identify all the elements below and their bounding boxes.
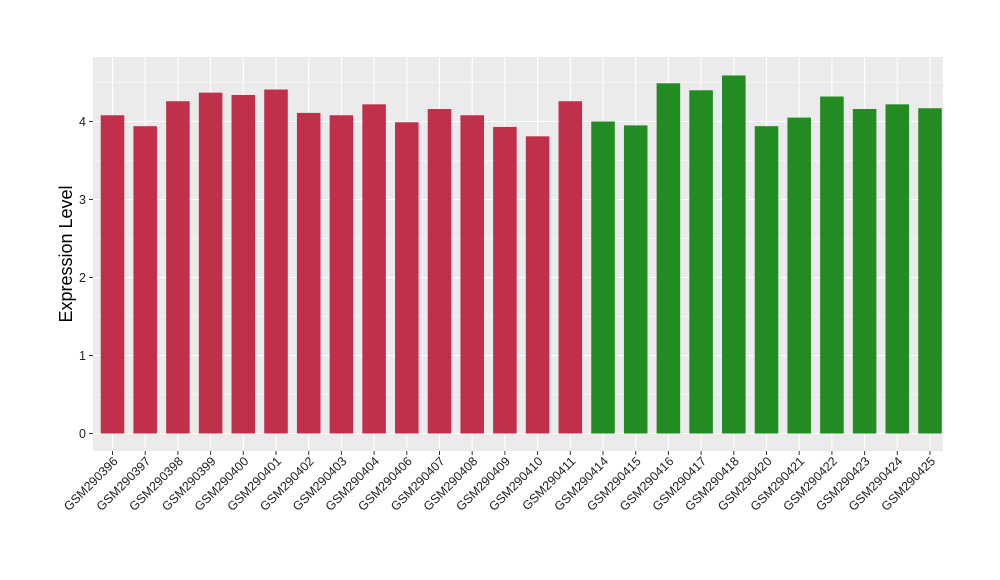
- bar-GSM290422: [820, 96, 844, 434]
- y-tick-label: 2: [79, 271, 86, 285]
- bar-GSM290421: [787, 117, 811, 434]
- bar-GSM290410: [525, 136, 550, 434]
- bar-GSM290400: [231, 94, 256, 434]
- bar-GSM290403: [329, 115, 354, 434]
- bar-GSM290425: [918, 108, 942, 434]
- bar-GSM290417: [689, 90, 713, 434]
- y-tick-label: 1: [79, 349, 86, 363]
- bar-GSM290415: [623, 125, 648, 434]
- bar-GSM290396: [100, 115, 125, 434]
- y-tick-label: 4: [79, 115, 86, 129]
- bar-GSM290398: [166, 101, 190, 434]
- bar-GSM290414: [591, 121, 615, 434]
- bars: [100, 75, 942, 434]
- x-axis: GSM290396GSM290397GSM290398GSM290399GSM2…: [61, 451, 938, 514]
- y-axis-title: Expression Level: [56, 185, 76, 322]
- bar-GSM290416: [656, 83, 681, 434]
- bar-GSM290407: [427, 109, 452, 434]
- y-tick-label: 0: [79, 427, 86, 441]
- bar-GSM290423: [852, 109, 877, 434]
- y-tick-label: 3: [79, 193, 86, 207]
- y-axis: 0 1 2 3 4: [79, 115, 93, 441]
- bar-GSM290418: [722, 75, 746, 434]
- bar-GSM290404: [362, 104, 386, 434]
- bar-GSM290401: [264, 89, 288, 434]
- bar-GSM290408: [460, 115, 484, 434]
- bar-GSM290424: [885, 104, 910, 434]
- bar-GSM290397: [133, 126, 157, 434]
- bar-GSM290402: [296, 112, 321, 434]
- bar-GSM290409: [493, 126, 517, 434]
- bar-GSM290420: [754, 126, 779, 434]
- bar-GSM290411: [558, 101, 583, 434]
- bar-GSM290406: [395, 122, 419, 434]
- bar-GSM290399: [198, 92, 223, 434]
